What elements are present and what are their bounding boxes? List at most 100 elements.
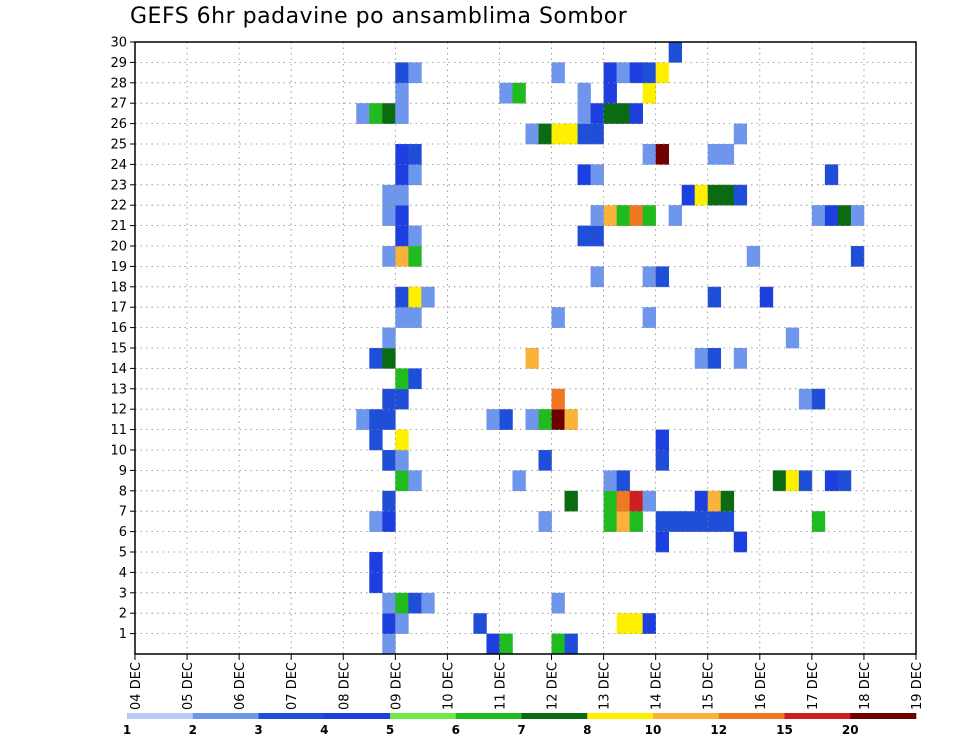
colorbar-segment xyxy=(587,713,654,719)
heatmap-cell xyxy=(382,613,396,634)
y-tick-label: 30 xyxy=(110,36,127,51)
y-axis: 1234567891011121314151617181920212223242… xyxy=(110,36,135,642)
heatmap-cell xyxy=(486,409,500,430)
heatmap-cell xyxy=(369,103,383,124)
y-tick-label: 2 xyxy=(119,607,127,622)
y-tick-label: 11 xyxy=(110,423,127,438)
heatmap-cell xyxy=(603,511,617,532)
y-tick-label: 5 xyxy=(119,546,127,561)
heatmap-cell xyxy=(824,470,839,492)
colorbar-segment xyxy=(390,713,457,719)
heatmap-cell xyxy=(785,327,800,349)
heatmap-cell xyxy=(369,429,383,451)
heatmap-cell xyxy=(707,348,722,369)
heatmap-cell xyxy=(395,592,409,614)
colorbar-segment xyxy=(324,713,391,719)
colorbar-segment xyxy=(521,713,588,719)
heatmap-cell xyxy=(538,409,552,430)
y-tick-label: 23 xyxy=(110,178,127,193)
heatmap-cell xyxy=(772,470,787,492)
colorbar-label: 7 xyxy=(517,723,525,737)
heatmap-cell xyxy=(785,470,800,492)
heatmap-cell xyxy=(707,144,722,165)
heatmap-cell xyxy=(408,164,422,186)
heatmap-cell xyxy=(382,633,396,655)
x-tick-label: 15 DEC xyxy=(702,662,717,710)
colorbar-label: 15 xyxy=(776,723,793,737)
heatmap-cell xyxy=(759,286,774,308)
heatmap-cell xyxy=(850,246,865,267)
heatmap-cell xyxy=(408,470,422,492)
colorbar-segment xyxy=(258,713,325,719)
heatmap-cell xyxy=(629,490,643,512)
y-tick-label: 8 xyxy=(119,484,127,499)
heatmap-cell xyxy=(629,511,643,532)
heatmap-cell xyxy=(538,123,552,145)
colorbar-label: 12 xyxy=(710,723,727,737)
y-tick-label: 15 xyxy=(110,342,127,357)
heatmap-cell xyxy=(395,103,409,124)
heatmap-cells xyxy=(356,42,865,655)
y-tick-label: 18 xyxy=(110,280,127,295)
x-tick-label: 17 DEC xyxy=(806,662,821,710)
heatmap-cell xyxy=(616,470,630,492)
y-tick-label: 22 xyxy=(110,199,127,214)
heatmap-cell xyxy=(811,388,826,410)
heatmap-cell xyxy=(642,490,656,512)
heatmap-cell xyxy=(707,511,722,532)
y-tick-label: 25 xyxy=(110,138,127,153)
heatmap-cell xyxy=(408,62,422,84)
heatmap-cell xyxy=(395,470,409,492)
heatmap-cell xyxy=(733,123,748,145)
y-tick-label: 27 xyxy=(110,97,127,112)
heatmap-cell xyxy=(395,225,409,247)
heatmap-cell xyxy=(590,164,604,186)
heatmap-cell xyxy=(551,388,565,410)
heatmap-cell xyxy=(668,42,682,63)
heatmap-cell xyxy=(655,450,669,471)
heatmap-cell xyxy=(395,205,409,226)
heatmap-cell xyxy=(577,123,591,145)
heatmap-cell xyxy=(733,184,748,206)
heatmap-cell xyxy=(382,511,396,532)
heatmap-cell xyxy=(486,633,500,655)
heatmap-cell xyxy=(694,348,709,369)
y-tick-label: 26 xyxy=(110,117,127,132)
heatmap-cell xyxy=(499,633,513,655)
y-tick-label: 16 xyxy=(110,321,127,336)
heatmap-cell xyxy=(733,348,748,369)
y-tick-label: 28 xyxy=(110,76,127,91)
heatmap-cell xyxy=(525,348,539,369)
heatmap-cell xyxy=(590,123,604,145)
heatmap-cell xyxy=(694,184,709,206)
heatmap-cell xyxy=(564,123,578,145)
heatmap-cell xyxy=(395,307,409,328)
heatmap-cell xyxy=(395,184,409,206)
colorbar-segment xyxy=(455,713,522,719)
heatmap-cell xyxy=(616,103,630,124)
y-tick-label: 17 xyxy=(110,301,127,316)
heatmap-cell xyxy=(655,511,669,532)
heatmap-cell xyxy=(395,286,409,308)
colorbar-segment xyxy=(784,713,851,719)
heatmap-cell xyxy=(551,307,565,328)
heatmap-cell xyxy=(499,409,513,430)
heatmap-cell xyxy=(642,266,656,288)
heatmap-cell xyxy=(603,82,617,104)
heatmap-cell xyxy=(824,164,839,186)
heatmap-cell xyxy=(395,246,409,267)
heatmap-cell xyxy=(603,490,617,512)
heatmap-cell xyxy=(837,205,852,226)
heatmap-cell xyxy=(629,103,643,124)
heatmap-cell xyxy=(382,246,396,267)
y-tick-label: 21 xyxy=(110,219,127,234)
heatmap-cell xyxy=(798,470,813,492)
x-tick-label: 04 DEC xyxy=(129,662,144,710)
y-tick-label: 24 xyxy=(110,158,127,173)
heatmap-cell xyxy=(395,388,409,410)
heatmap-cell xyxy=(720,144,735,165)
heatmap-cell xyxy=(642,307,656,328)
heatmap-cell xyxy=(681,184,696,206)
colorbar-label: 4 xyxy=(320,723,328,737)
y-tick-label: 13 xyxy=(110,382,127,397)
